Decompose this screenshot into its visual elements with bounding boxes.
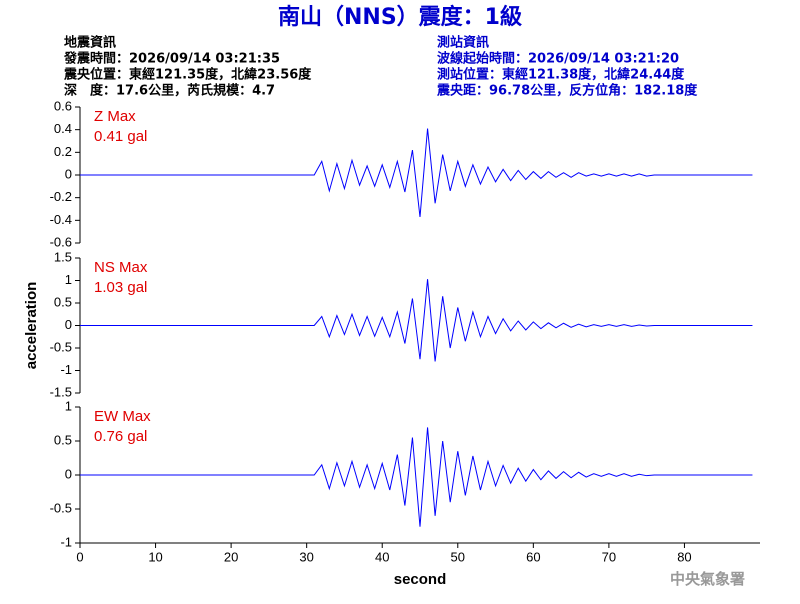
y-tick-label: -0.5 <box>50 500 72 515</box>
station-info: 測站位置：東經121.38度，北緯24.44度 <box>437 67 685 83</box>
waveform <box>80 128 753 217</box>
y-tick-label: 0.2 <box>54 144 72 159</box>
y-tick-label: 1.5 <box>54 249 72 264</box>
x-tick-label: 30 <box>299 549 313 564</box>
peak-label: 1.03 gal <box>94 279 147 296</box>
x-tick-label: 80 <box>677 549 691 564</box>
y-tick-label: 0.5 <box>54 294 72 309</box>
x-tick-label: 10 <box>148 549 162 564</box>
x-tick-label: 40 <box>375 549 389 564</box>
event-info: 深 度：17.6公里，芮氏規模：4.7 <box>64 83 275 99</box>
waveform <box>80 427 753 527</box>
x-tick-label: 60 <box>526 549 540 564</box>
x-tick-label: 0 <box>76 549 83 564</box>
y-tick-label: -0.2 <box>50 189 72 204</box>
peak-label: 0.76 gal <box>94 428 147 445</box>
x-tick-label: 20 <box>224 549 238 564</box>
station-info: 震央距：96.78公里，反方位角：182.18度 <box>436 83 698 99</box>
channel-label: EW Max <box>94 408 151 425</box>
y-tick-label: 0 <box>65 466 72 481</box>
title: 南山（NNS）震度：1級 <box>278 4 522 30</box>
y-tick-label: 0 <box>65 166 72 181</box>
y-tick-label: 1 <box>65 398 72 413</box>
x-axis-label: second <box>394 571 447 588</box>
y-axis-label: acceleration <box>23 282 40 370</box>
station-info: 測站資訊 <box>437 35 489 51</box>
event-info: 發震時間：2026/09/14 03:21:35 <box>63 51 280 67</box>
watermark: 中央氣象署 <box>670 570 745 588</box>
y-tick-label: -1 <box>60 362 72 377</box>
y-tick-label: 0.6 <box>54 98 72 113</box>
y-tick-label: -0.5 <box>50 339 72 354</box>
peak-label: 0.41 gal <box>94 128 147 145</box>
waveform <box>80 279 753 362</box>
event-info: 震央位置：東經121.35度，北緯23.56度 <box>63 67 312 83</box>
x-tick-label: 70 <box>602 549 616 564</box>
y-tick-label: 1 <box>65 272 72 287</box>
x-tick-label: 50 <box>451 549 465 564</box>
y-tick-label: -0.4 <box>50 212 72 227</box>
channel-label: NS Max <box>94 259 148 276</box>
y-tick-label: 0 <box>65 317 72 332</box>
y-tick-label: 0.5 <box>54 432 72 447</box>
y-tick-label: -0.6 <box>50 234 72 249</box>
event-info: 地震資訊 <box>64 35 116 51</box>
y-tick-label: 0.4 <box>54 121 72 136</box>
channel-label: Z Max <box>94 108 136 125</box>
y-tick-label: -1 <box>60 534 72 549</box>
y-tick-label: -1.5 <box>50 384 72 399</box>
station-info: 波線起始時間：2026/09/14 03:21:20 <box>437 51 679 67</box>
